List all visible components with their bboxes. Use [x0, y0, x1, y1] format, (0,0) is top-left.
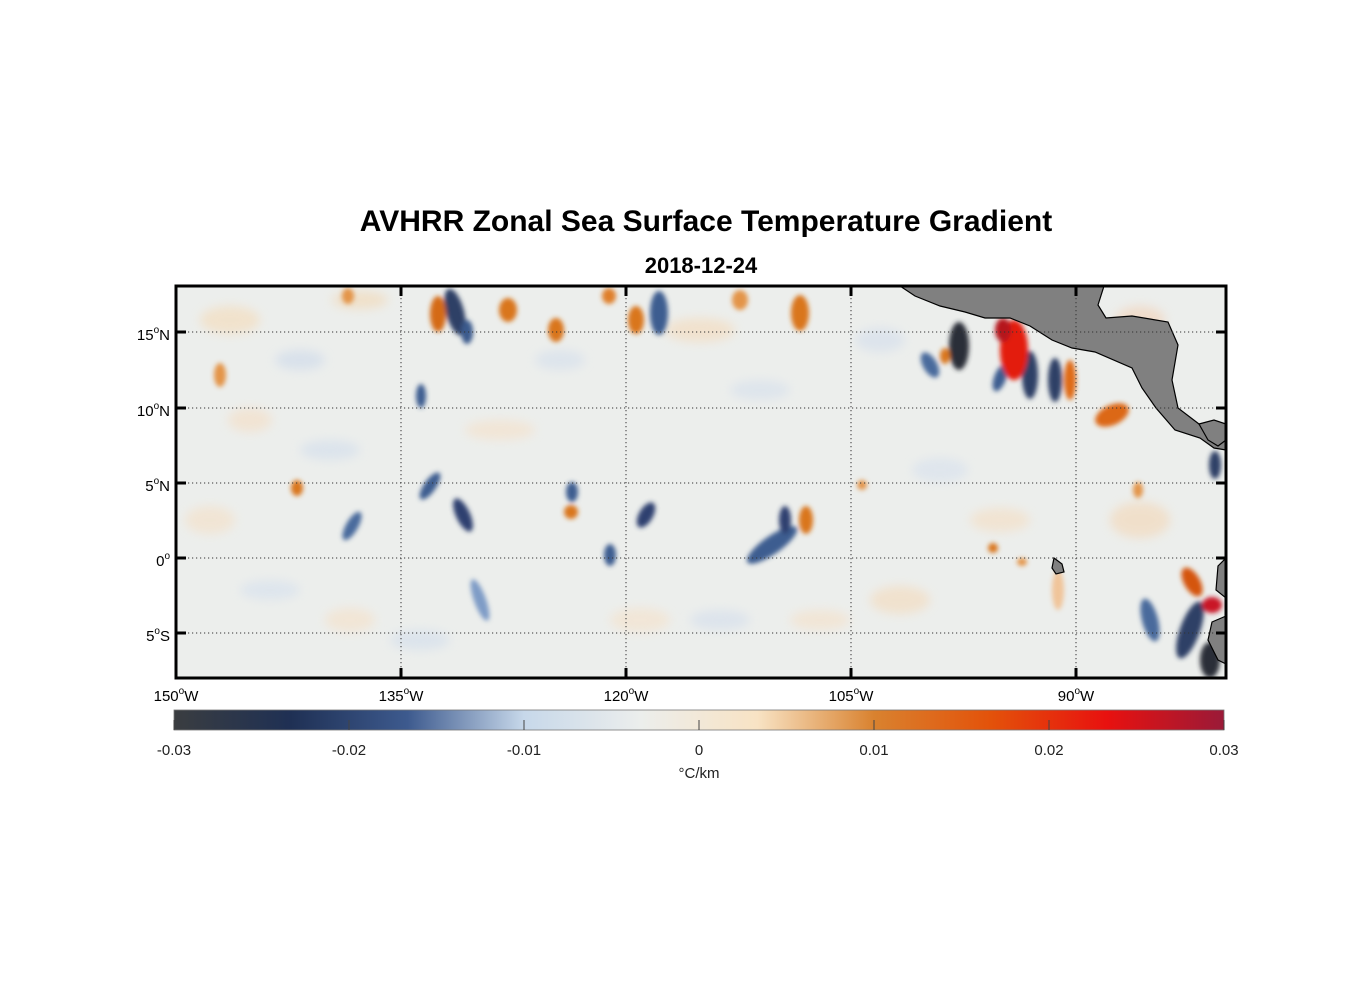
lat-tick-label: 0o	[156, 551, 170, 570]
map-gridlines	[176, 286, 1226, 678]
central-america-land	[898, 286, 1226, 451]
lon-tick-label: 135oW	[379, 686, 425, 705]
south-america-land-2	[1207, 615, 1226, 665]
colorbar-tick-label: 0.01	[859, 742, 888, 759]
colorbar-tick-label: -0.02	[332, 742, 366, 759]
lon-tick-label: 105oW	[829, 686, 875, 705]
lon-tick-labels: 150oW 135oW 120oW 105oW 90oW	[154, 686, 1095, 705]
colorbar-ticks	[173, 720, 1225, 730]
colorbar-unit-label: °C/km	[679, 765, 720, 782]
colorbar-tick-label: -0.03	[157, 742, 191, 759]
south-america-land	[1215, 557, 1226, 599]
colorbar-tick-label: -0.01	[507, 742, 541, 759]
map-tick-marks	[176, 286, 1226, 678]
chart-title: AVHRR Zonal Sea Surface Temperature Grad…	[359, 205, 1053, 238]
panama-land	[1198, 419, 1226, 447]
lat-tick-label: 5oS	[146, 626, 170, 645]
land-masses	[898, 286, 1226, 665]
lat-tick-labels: 15oN 10oN 5oN 0o 5oS	[137, 325, 171, 645]
galapagos-islands	[1051, 556, 1065, 575]
lat-tick-label: 10oN	[137, 401, 170, 420]
colorbar-tick-label: 0.03	[1209, 742, 1238, 759]
lon-tick-label: 120oW	[604, 686, 650, 705]
map-panel	[176, 286, 1226, 678]
gradient-field-faint	[185, 291, 1170, 650]
colorbar: -0.03 -0.02 -0.01 0 0.01 0.02 0.03 °C/km	[157, 709, 1239, 782]
chart-subtitle: 2018-12-24	[644, 253, 758, 278]
gradient-field-features	[214, 288, 1222, 678]
lat-tick-label: 5oN	[145, 476, 170, 495]
lon-tick-label: 90oW	[1058, 686, 1095, 705]
lon-tick-label: 150oW	[154, 686, 200, 705]
colorbar-tick-label: 0	[695, 742, 703, 759]
colorbar-tick-label: 0.02	[1034, 742, 1063, 759]
lat-tick-label: 15oN	[137, 325, 170, 344]
